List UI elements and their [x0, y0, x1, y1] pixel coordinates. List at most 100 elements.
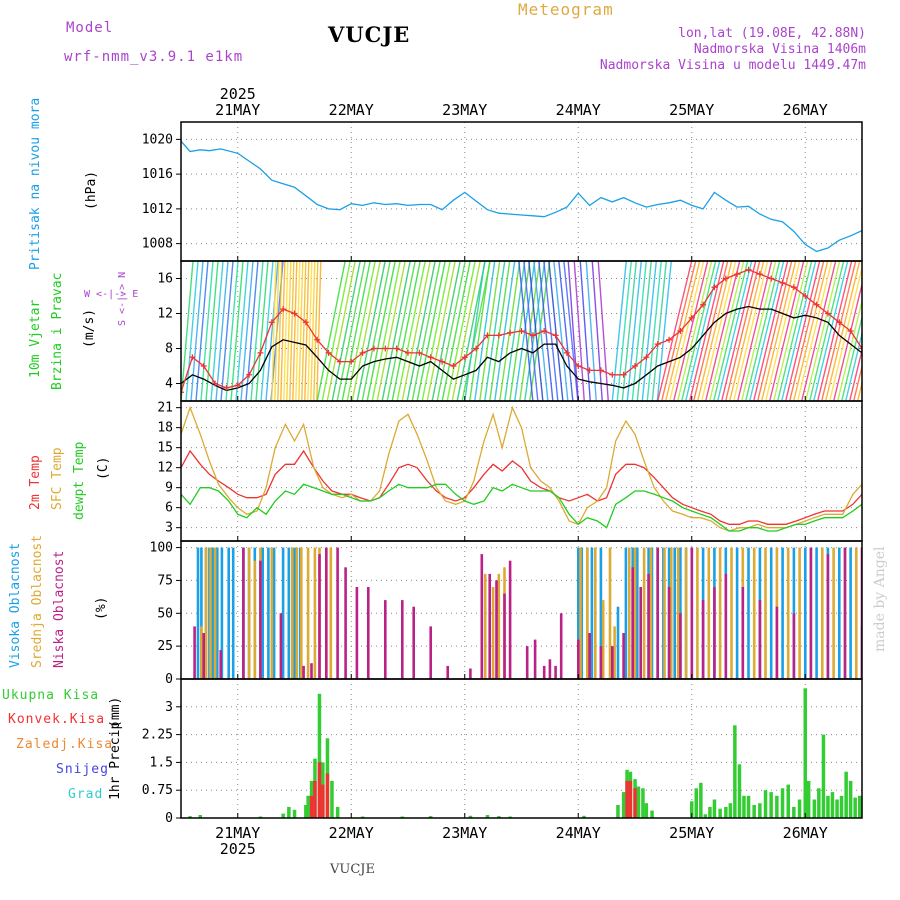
dewpt-ylabel: dewpt Temp [72, 441, 87, 520]
wind-barb [621, 261, 637, 401]
bar-cloud [792, 613, 796, 679]
bar-precip [690, 801, 694, 818]
panel-pressure [181, 140, 862, 253]
bar-cloud [775, 606, 779, 679]
bar-precip [848, 780, 853, 818]
temp2m-ylabel: 2m Temp [28, 455, 43, 510]
bar-cloud [469, 668, 472, 679]
wind-barb [705, 261, 741, 401]
wind-barb [426, 261, 456, 401]
wind-barb [573, 261, 585, 401]
wind-barb [805, 261, 841, 401]
series-line-wind [181, 305, 862, 392]
bar-precip [797, 799, 802, 818]
wind-barb [396, 261, 426, 401]
bar-precip [728, 803, 733, 818]
wind-barb [274, 261, 280, 401]
wind-barb [591, 261, 603, 401]
bar-cloud [508, 560, 512, 679]
bar-precip [650, 810, 654, 818]
legend-convective-rain: Konvek.Kisa [8, 712, 106, 727]
date-label-top: 22MAY [329, 101, 374, 119]
bar-cloud [336, 547, 339, 679]
gust-marker [722, 275, 729, 282]
wind-barb [813, 261, 849, 401]
wind-barb [484, 261, 506, 401]
wind-barb [401, 261, 431, 401]
wind-barb [579, 261, 591, 401]
wind-barb [725, 261, 761, 401]
bar-cloud [855, 547, 858, 679]
wind-barb [518, 261, 534, 401]
bar-cloud [676, 547, 680, 679]
sfc-temp-ylabel: SFC Temp [50, 447, 65, 510]
gust-marker [382, 345, 389, 352]
bar-cloud [209, 547, 212, 679]
product-title: Meteogram [518, 0, 614, 19]
date-label-bottom: 22MAY [329, 824, 374, 842]
bar-cloud [279, 613, 283, 679]
bar-cloud [804, 547, 807, 679]
date-label-top: 24MAY [556, 101, 601, 119]
wind-barb [326, 261, 356, 401]
bar-cloud [293, 547, 296, 679]
wind-barb [381, 261, 411, 401]
wind-barb [773, 261, 809, 401]
ytick-label-precip: 3 [165, 700, 173, 715]
bar-cloud [601, 600, 605, 679]
series-line-temperature [181, 405, 862, 532]
year-label-top: 2025 [220, 85, 256, 103]
bar-cloud [503, 593, 506, 679]
wind-barb [543, 261, 559, 401]
ytick-label-temperature: 21 [157, 401, 173, 416]
gust-marker [677, 328, 684, 334]
wind-barb [528, 261, 544, 401]
wind-barb [411, 261, 441, 401]
wind-barb [280, 261, 286, 401]
wind-barb [697, 261, 733, 401]
bar-cloud [633, 547, 637, 679]
bar-precip [853, 797, 857, 818]
bar-precip [769, 792, 773, 818]
wind-barb [245, 261, 259, 401]
wind-barb [733, 261, 769, 401]
gust-marker [393, 345, 400, 352]
pressure-ylabel: Pritisak na nivou mora [28, 97, 43, 270]
bar-cloud [579, 547, 582, 679]
wind-barb [295, 261, 301, 401]
wind-barb [553, 261, 569, 401]
bar-precip [724, 806, 728, 818]
date-label-bottom: 23MAY [442, 824, 487, 842]
bar-precip [188, 816, 192, 818]
wind-barb [729, 261, 765, 401]
wind-barb [307, 261, 313, 401]
wind-barb [769, 261, 805, 401]
wind-barb [431, 261, 461, 401]
ytick-label-precip: 1.5 [150, 755, 173, 770]
date-label-bottom: 25MAY [669, 824, 714, 842]
wind-barb [205, 261, 219, 401]
wind-barb [717, 261, 753, 401]
grid-layer [181, 122, 862, 819]
wind-barb [797, 261, 833, 401]
bar-cloud [270, 547, 274, 679]
ytick-label-cloud: 100 [150, 541, 173, 556]
bar-precip [497, 816, 501, 818]
bar-precip [763, 790, 768, 818]
elevation: Nadmorska Visina 1406m [693, 42, 866, 57]
wind-barb [341, 261, 371, 401]
bar-precip [641, 788, 645, 818]
date-label-bottom: 26MAY [783, 824, 828, 842]
ytick-label-precip: 2.25 [142, 728, 173, 743]
bar-precip [309, 795, 314, 818]
wind-barb [366, 261, 396, 401]
bar-precip [742, 795, 746, 818]
bar-precip [826, 795, 830, 818]
wind-barb [181, 261, 194, 401]
wind-barb [567, 261, 579, 401]
bar-precip [325, 773, 330, 818]
wind-barb [301, 261, 307, 401]
panel-cloud [193, 547, 862, 679]
bar-cloud [752, 547, 756, 679]
